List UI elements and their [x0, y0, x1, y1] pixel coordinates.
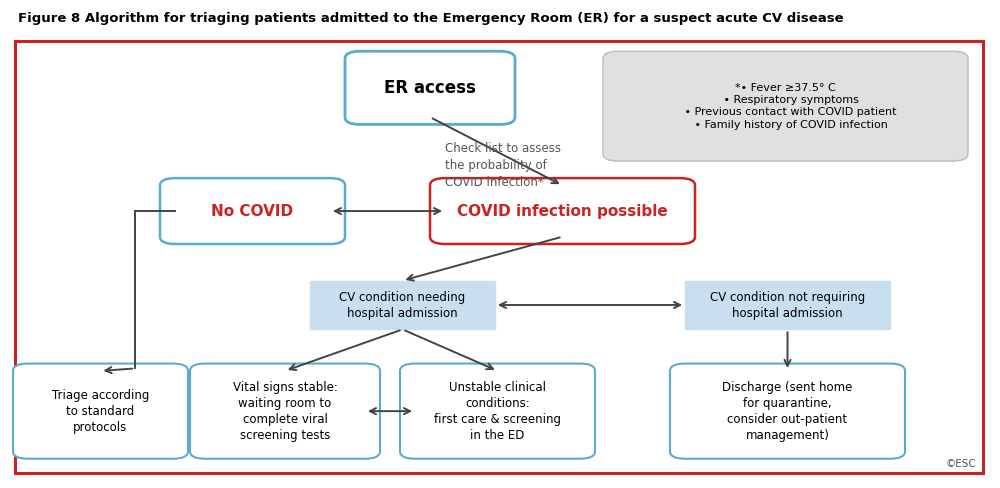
Text: Check list to assess
the probability of
COVID infection*: Check list to assess the probability of … [445, 142, 561, 189]
Text: Figure 8 Algorithm for triaging patients admitted to the Emergency Room (ER) for: Figure 8 Algorithm for triaging patients… [18, 12, 844, 25]
Text: Triage according
to standard
protocols: Triage according to standard protocols [52, 388, 149, 434]
FancyBboxPatch shape [15, 41, 983, 473]
FancyBboxPatch shape [430, 178, 695, 244]
Text: CV condition not requiring
hospital admission: CV condition not requiring hospital admi… [710, 290, 865, 320]
FancyBboxPatch shape [13, 364, 188, 459]
Text: No COVID: No COVID [211, 203, 294, 219]
FancyBboxPatch shape [400, 364, 595, 459]
Text: *• Fever ≥37.5° C
   • Respiratory symptoms
   • Previous contact with COVID pat: *• Fever ≥37.5° C • Respiratory symptoms… [674, 82, 897, 130]
Text: ©ESC: ©ESC [945, 460, 976, 469]
Text: COVID infection possible: COVID infection possible [457, 203, 668, 219]
FancyBboxPatch shape [345, 51, 515, 124]
Text: Discharge (sent home
for quarantine,
consider out-patient
management): Discharge (sent home for quarantine, con… [722, 381, 853, 442]
Text: Vital signs stable:
waiting room to
complete viral
screening tests: Vital signs stable: waiting room to comp… [233, 381, 337, 442]
FancyBboxPatch shape [670, 364, 905, 459]
Text: Unstable clinical
conditions:
first care & screening
in the ED: Unstable clinical conditions: first care… [434, 381, 561, 442]
FancyBboxPatch shape [310, 281, 495, 329]
FancyBboxPatch shape [685, 281, 890, 329]
FancyBboxPatch shape [603, 51, 968, 161]
Text: ER access: ER access [384, 79, 476, 97]
Text: CV condition needing
hospital admission: CV condition needing hospital admission [339, 290, 466, 320]
FancyBboxPatch shape [190, 364, 380, 459]
FancyBboxPatch shape [160, 178, 345, 244]
